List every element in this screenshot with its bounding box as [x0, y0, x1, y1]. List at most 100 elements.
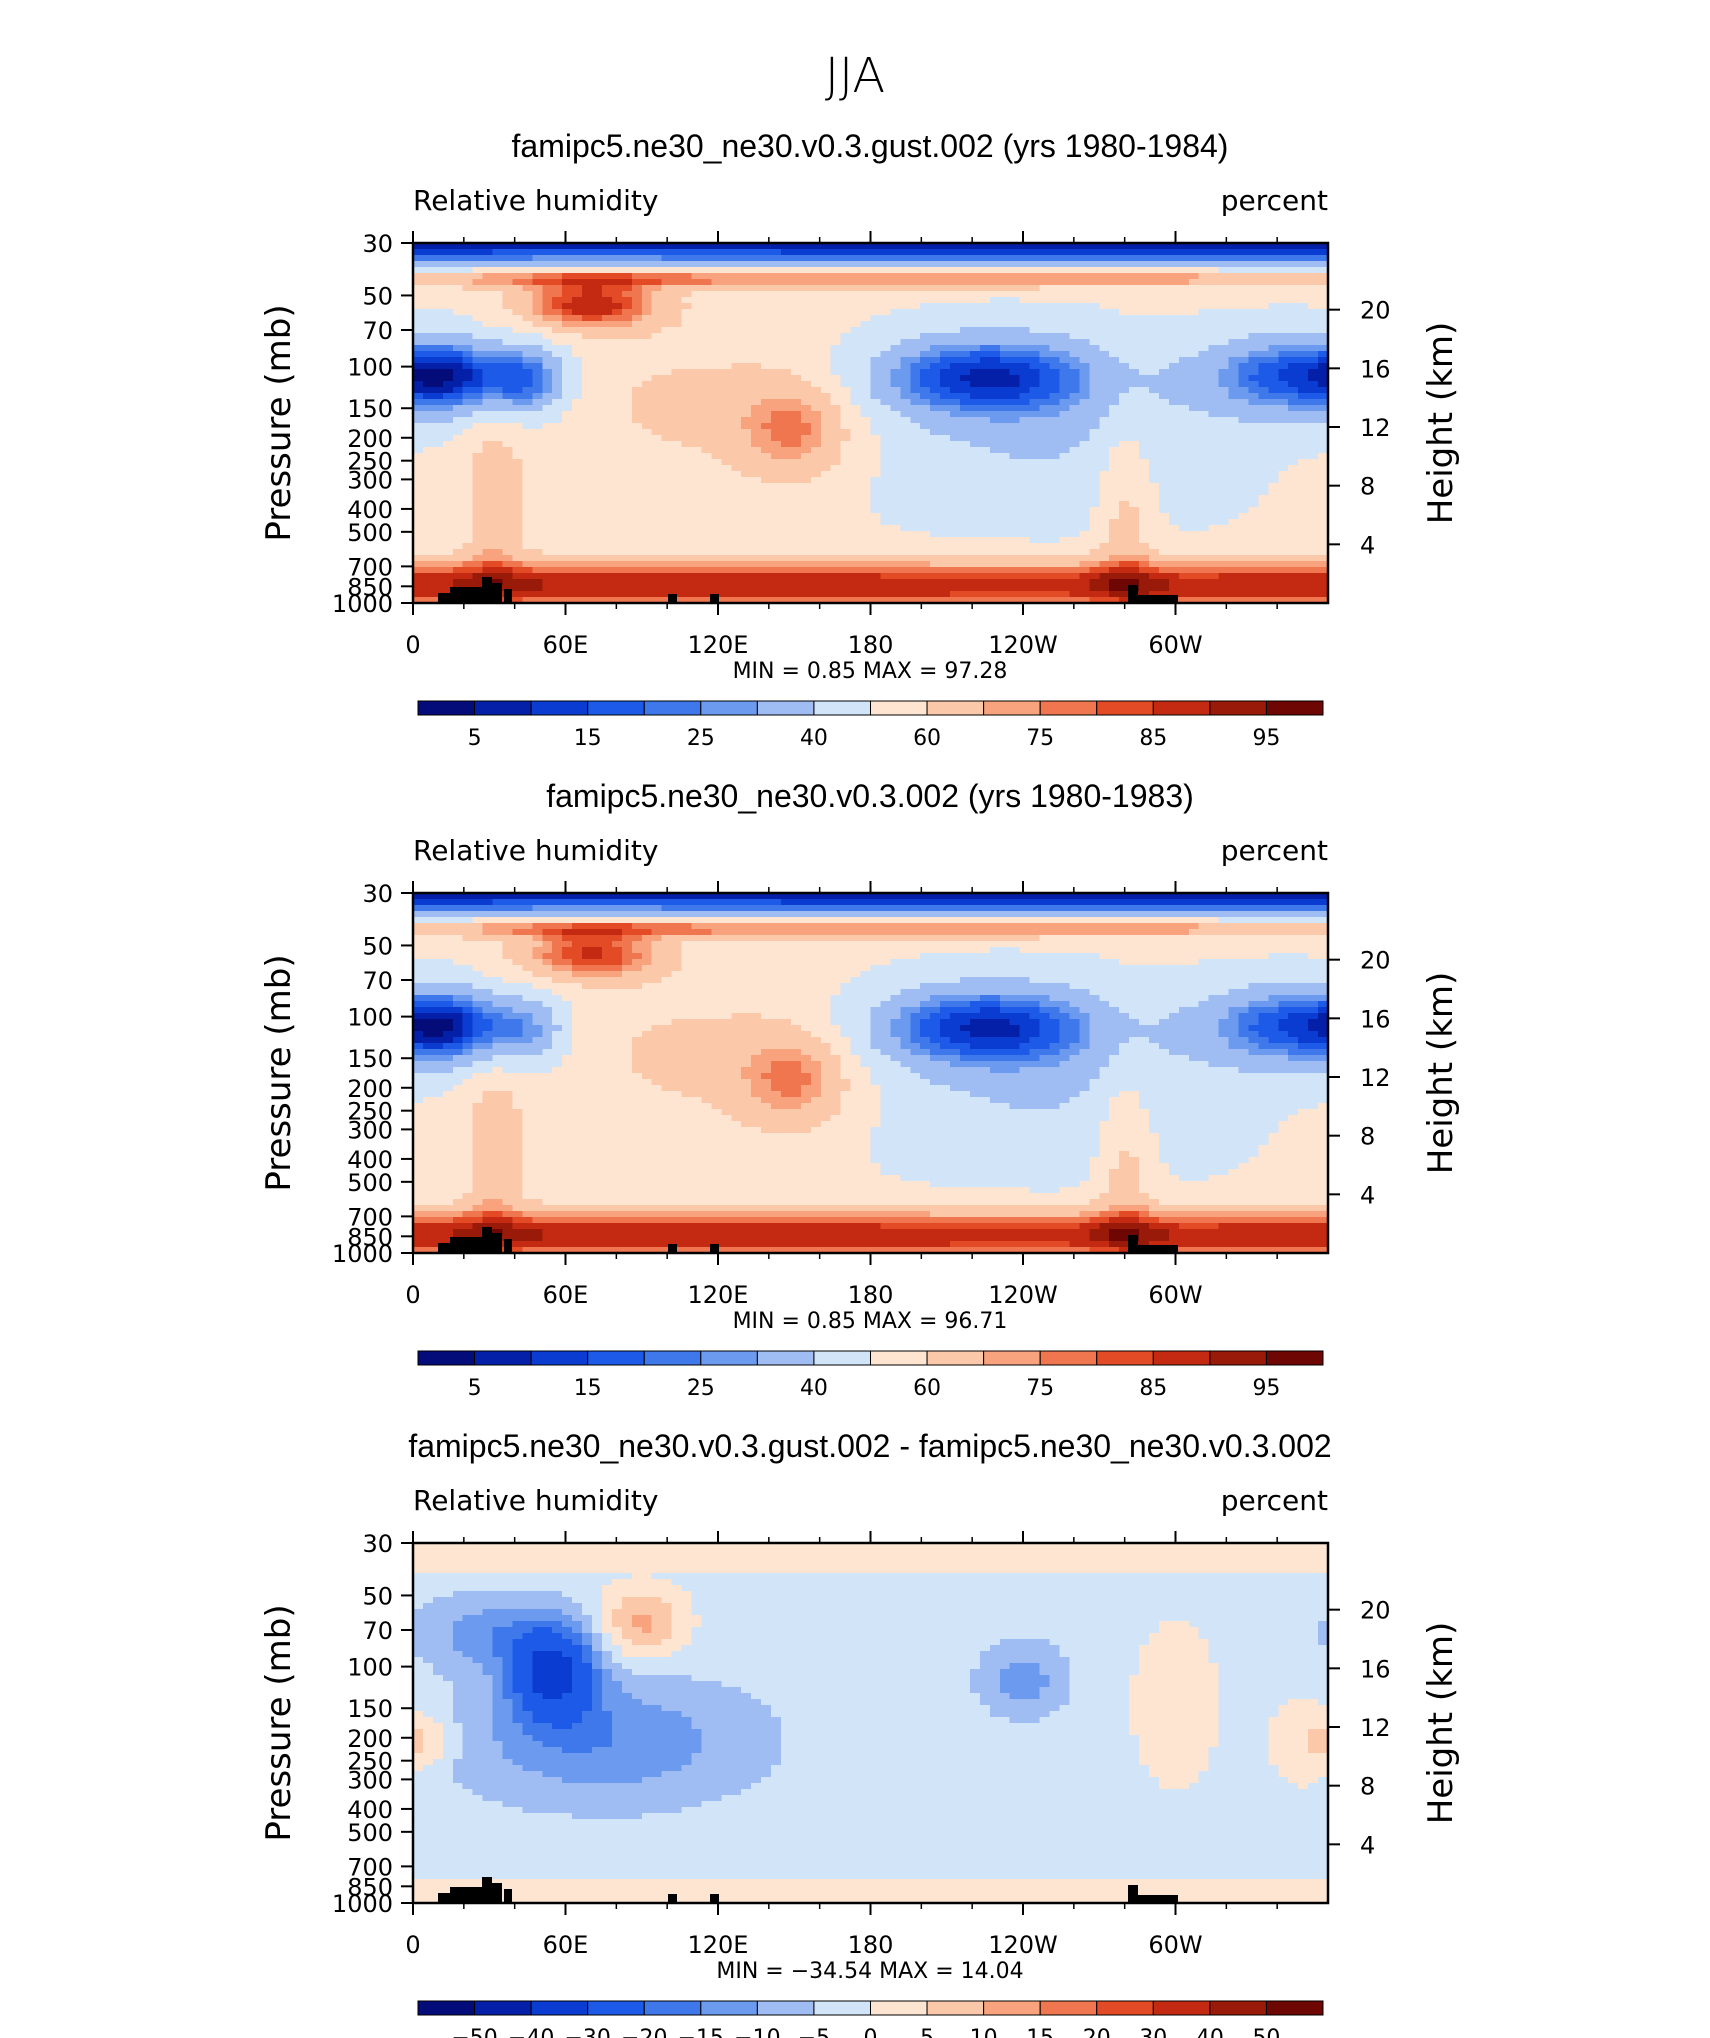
heatmap-cell — [930, 255, 941, 262]
heatmap-cell — [1049, 381, 1061, 388]
heatmap-cell — [890, 267, 901, 274]
heatmap-cell — [721, 513, 732, 520]
heatmap-cell — [651, 453, 663, 460]
heatmap-cell — [1019, 441, 1031, 448]
heatmap-cell — [1238, 405, 1250, 412]
heatmap-cell — [940, 315, 951, 322]
heatmap-cell — [890, 387, 901, 394]
heatmap-cell — [840, 369, 852, 376]
heatmap-cell — [1039, 267, 1051, 274]
heatmap-cell — [880, 303, 891, 310]
heatmap-cell — [1049, 357, 1061, 364]
heatmap-cell — [651, 447, 663, 454]
heatmap-cell — [413, 567, 424, 574]
heatmap-cell — [582, 345, 593, 352]
heatmap-cell — [989, 297, 1001, 304]
heatmap-cell — [512, 525, 524, 532]
heatmap-cell — [989, 333, 1001, 340]
heatmap-cell — [462, 447, 474, 454]
heatmap-cell — [611, 351, 623, 358]
heatmap-cell — [1178, 345, 1190, 352]
heatmap-cell — [920, 561, 931, 568]
heatmap-cell — [512, 471, 524, 478]
heatmap-cell — [691, 351, 703, 358]
heatmap-cell — [1248, 381, 1259, 388]
heatmap-cell — [681, 525, 693, 532]
heatmap-cell — [1288, 561, 1299, 568]
heatmap-cell — [422, 567, 434, 574]
heatmap-cell — [572, 477, 583, 484]
heatmap-cell — [930, 555, 941, 562]
heatmap-cell — [969, 411, 981, 418]
heatmap-cell — [1139, 351, 1150, 358]
heatmap-cell — [1069, 345, 1080, 352]
heatmap-cell — [1148, 291, 1160, 298]
heatmap-cell — [820, 465, 832, 472]
heatmap-cell — [532, 537, 543, 544]
heatmap-cell — [800, 477, 812, 484]
heatmap-cell — [621, 477, 633, 484]
heatmap-cell — [1288, 243, 1299, 250]
heatmap-cell — [601, 555, 613, 562]
heatmap-cell — [582, 447, 593, 454]
heatmap-cell — [601, 531, 613, 538]
heatmap-cell — [651, 351, 663, 358]
heatmap-cell — [1139, 381, 1150, 388]
heatmap-cell — [870, 345, 882, 352]
heatmap-cell — [1119, 561, 1130, 568]
heatmap-cell — [1248, 447, 1259, 454]
heatmap-cell — [1049, 543, 1061, 550]
heatmap-cell — [512, 411, 524, 418]
heatmap-cell — [1129, 321, 1140, 328]
heatmap-cell — [1059, 309, 1071, 316]
heatmap-cell — [462, 525, 474, 532]
heatmap-cell — [1198, 279, 1210, 286]
heatmap-cell — [1248, 267, 1259, 274]
heatmap-cell — [830, 339, 842, 346]
heatmap-cell — [422, 327, 434, 334]
heatmap-cell — [1139, 453, 1150, 460]
heatmap-cell — [1148, 243, 1160, 250]
heatmap-cell — [1188, 417, 1200, 424]
heatmap-cell — [1198, 411, 1210, 418]
heatmap-cell — [790, 489, 802, 496]
panel-title: famipc5.ne30_ne30.v0.3.gust.002 (yrs 198… — [512, 128, 1229, 164]
heatmap-cell — [462, 243, 474, 250]
heatmap-cell — [761, 465, 772, 472]
heatmap-cell — [721, 339, 732, 346]
heatmap-cell — [850, 561, 862, 568]
heatmap-cell — [860, 303, 872, 310]
heatmap-cell — [860, 483, 872, 490]
heatmap-cell — [413, 279, 424, 286]
heatmap-cell — [960, 483, 971, 490]
heatmap-cell — [1049, 375, 1061, 382]
heatmap-cell — [1129, 249, 1140, 256]
heatmap-cell — [422, 489, 434, 496]
heatmap-cell — [1218, 495, 1230, 502]
heatmap-cell — [462, 375, 474, 382]
heatmap-cell — [601, 423, 613, 430]
heatmap-cell — [1168, 417, 1180, 424]
heatmap-cell — [562, 339, 573, 346]
heatmap-cell — [969, 267, 981, 274]
heatmap-cell — [432, 243, 444, 250]
heatmap-cell — [432, 321, 444, 328]
heatmap-cell — [413, 417, 424, 424]
heatmap-cell — [950, 561, 961, 568]
heatmap-cell — [1119, 243, 1130, 250]
heatmap-cell — [661, 255, 673, 262]
heatmap-cell — [1248, 537, 1259, 544]
heatmap-cell — [701, 447, 712, 454]
heatmap-cell — [691, 471, 703, 478]
heatmap-cell — [1099, 339, 1110, 346]
heatmap-cell — [582, 339, 593, 346]
heatmap-cell — [1019, 345, 1031, 352]
heatmap-cell — [1079, 381, 1090, 388]
heatmap-cell — [502, 279, 514, 286]
heatmap-cell — [800, 381, 812, 388]
heatmap-cell — [442, 501, 454, 508]
heatmap-cell — [701, 261, 712, 268]
heatmap-cell — [989, 267, 1001, 274]
heatmap-cell — [582, 477, 593, 484]
heatmap-cell — [542, 549, 553, 556]
